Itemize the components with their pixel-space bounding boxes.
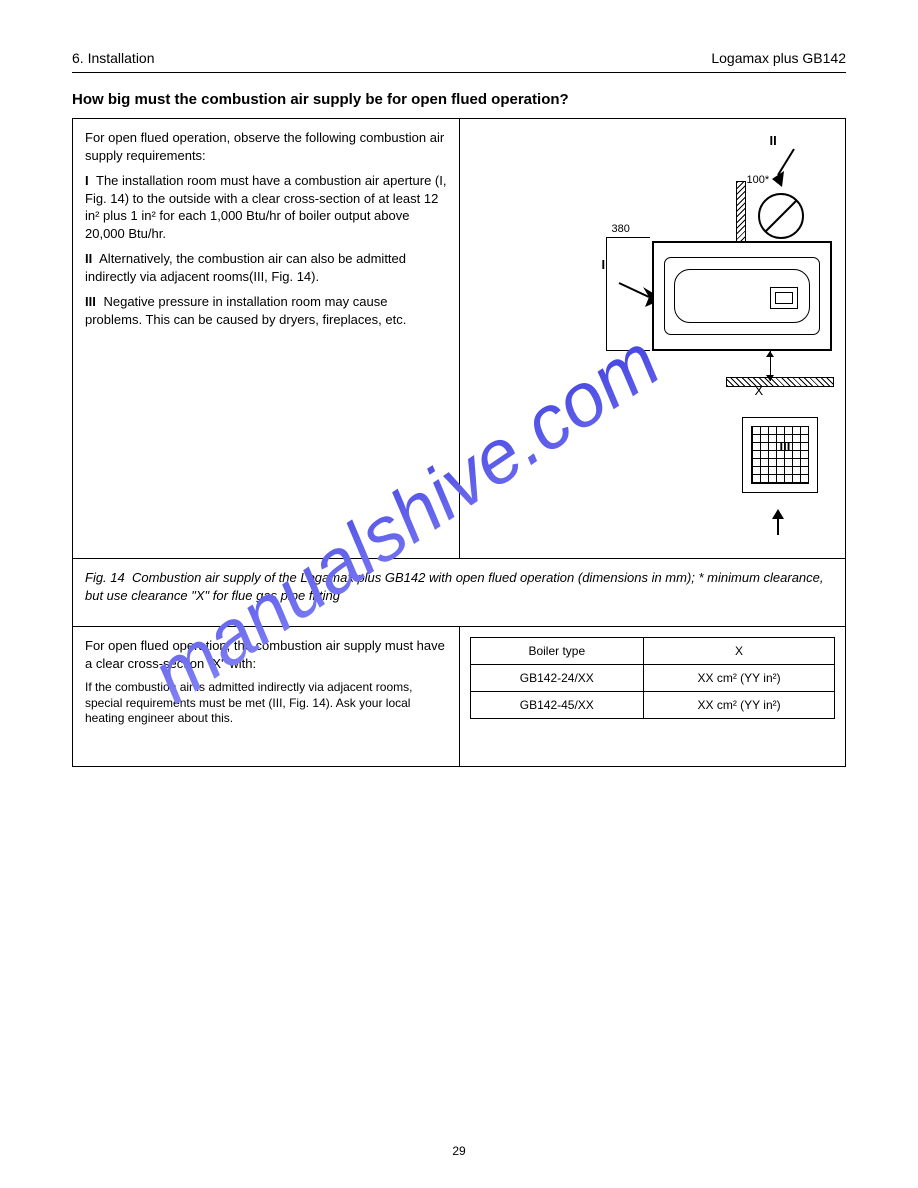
row1-item-2-text: Alternatively, the combustion air can al… (85, 251, 406, 284)
row3-note: If the combustion air is admitted indire… (85, 680, 447, 727)
dim-380-top (606, 237, 650, 241)
row3-left-cell: For open flued operation, the combustion… (73, 627, 460, 767)
row1-item-3-text: Negative pressure in installation room m… (85, 294, 406, 327)
content-grid: For open flued operation, observe the fo… (72, 118, 846, 767)
grid-row-3: For open flued operation, the combustion… (73, 627, 846, 767)
row1-item-2: II Alternatively, the combustion air can… (85, 250, 447, 285)
figure-caption: Fig. 14 Combustion air supply of the Log… (85, 569, 833, 604)
table-row: GB142-45/XX XX cm² (YY in²) (470, 692, 835, 719)
cross-section-table: Boiler type X GB142-24/XX XX cm² (YY in²… (470, 637, 836, 719)
row1-left-cell: For open flued operation, observe the fo… (73, 119, 460, 559)
diag-label-380: 380 (612, 223, 630, 235)
table-header-row: Boiler type X (470, 638, 835, 665)
row1-item-1: I The installation room must have a comb… (85, 172, 447, 242)
dim-x-arrow-down-icon (766, 375, 774, 381)
figure-caption-text: Combustion air supply of the Logamax plu… (85, 570, 824, 603)
flue-pipe-icon (756, 191, 806, 241)
header-model: Logamax plus GB142 (711, 50, 846, 66)
wall-hatch-horizontal (726, 377, 834, 387)
table-cell: XX cm² (YY in²) (644, 665, 835, 692)
row2-cell: Fig. 14 Combustion air supply of the Log… (73, 559, 846, 627)
boiler-button (770, 287, 798, 309)
page-header: 6. Installation Logamax plus GB142 (72, 50, 846, 72)
table-row: GB142-24/XX XX cm² (YY in²) (470, 665, 835, 692)
grid-row-1: For open flued operation, observe the fo… (73, 119, 846, 559)
roman-I: I (85, 173, 89, 188)
table-cell: GB142-45/XX (470, 692, 644, 719)
boiler-outline (652, 241, 832, 351)
page: 6. Installation Logamax plus GB142 How b… (0, 0, 918, 807)
grid-row-2: Fig. 14 Combustion air supply of the Log… (73, 559, 846, 627)
table-cell: XX cm² (YY in²) (644, 692, 835, 719)
row1-right-cell: I II III X 100* 380 (459, 119, 846, 559)
arrow-up-icon (763, 507, 793, 537)
header-chapter: 6. Installation (72, 50, 155, 66)
dim-x-arrow-up-icon (766, 351, 774, 357)
roman-II: II (85, 251, 92, 266)
roman-III: III (85, 294, 96, 309)
arrow-down-icon (764, 147, 804, 195)
air-grille (742, 417, 818, 493)
table-col1-header: Boiler type (470, 638, 644, 665)
page-number: 29 (0, 1144, 918, 1158)
dim-380-line (606, 237, 607, 351)
row1-item-1-text: The installation room must have a combus… (85, 173, 446, 241)
diag-label-II: II (770, 133, 777, 148)
header-rule (72, 72, 846, 73)
dim-380-bot (606, 347, 650, 351)
row1-item-3: III Negative pressure in installation ro… (85, 293, 447, 328)
installation-diagram: I II III X 100* 380 (472, 129, 834, 548)
table-cell: GB142-24/XX (470, 665, 644, 692)
row1-intro: For open flued operation, observe the fo… (85, 129, 447, 164)
boiler-button-inner (775, 292, 793, 304)
section-heading: How big must the combustion air supply b… (72, 91, 846, 108)
row3-right-cell: Boiler type X GB142-24/XX XX cm² (YY in²… (459, 627, 846, 767)
row3-lead: For open flued operation, the combustion… (85, 637, 447, 672)
air-grille-mesh (751, 426, 809, 484)
table-col2-header: X (644, 638, 835, 665)
figure-number: Fig. 14 (85, 570, 125, 585)
